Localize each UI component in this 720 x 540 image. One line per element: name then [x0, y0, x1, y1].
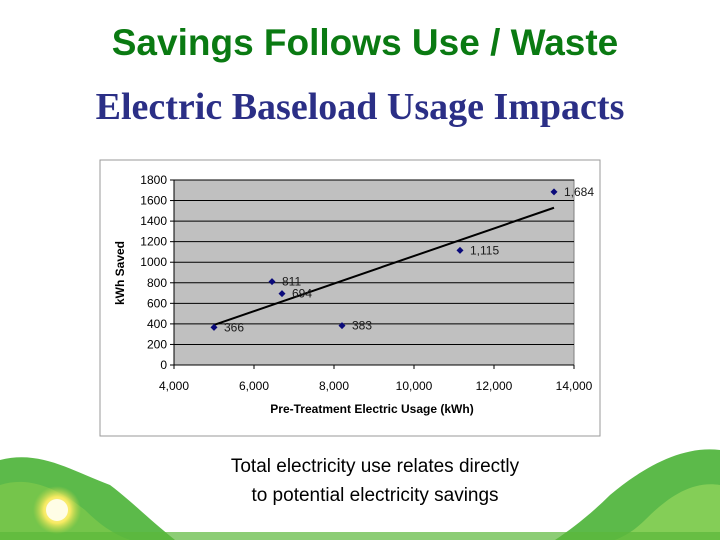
x-tick-label: 8,000 [319, 379, 349, 393]
x-tick-label: 14,000 [556, 379, 593, 393]
trendline [213, 206, 555, 326]
y-tick-label: 0 [160, 358, 167, 372]
y-tick-label: 600 [147, 296, 167, 310]
slide-subtitle: Electric Baseload Usage Impacts [95, 86, 625, 128]
data-point [550, 188, 558, 196]
data-point [268, 278, 276, 286]
plot-area [173, 179, 575, 366]
caption-line-2: to potential electricity savings [251, 485, 499, 506]
data-point [338, 322, 346, 330]
gridlines [174, 179, 574, 345]
x-tick-label: 4,000 [159, 379, 189, 393]
x-axis-ticks: 4,000 6,000 8,000 10,000 12,000 14,000 [159, 364, 593, 393]
data-point [456, 246, 464, 254]
caption-line-1: Total electricity use relates directly [230, 456, 520, 477]
y-axis-ticks: 0 200 400 600 800 1000 1200 1400 1600 1800 [140, 173, 175, 372]
sun-core [46, 499, 68, 521]
data-label: 366 [224, 320, 244, 334]
leaf-footer-decoration [0, 449, 720, 540]
y-axis-label: kWh Saved [113, 241, 127, 305]
y-tick-label: 1200 [140, 235, 167, 249]
data-label: 383 [352, 319, 372, 333]
y-tick-label: 1800 [140, 173, 167, 187]
data-label: 1,115 [470, 243, 499, 257]
leaf-shape [615, 484, 720, 540]
data-label: 694 [292, 287, 312, 301]
y-tick-label: 200 [147, 337, 167, 351]
y-tick-label: 1000 [140, 255, 167, 269]
x-tick-label: 10,000 [396, 379, 433, 393]
x-axis-label: Pre-Treatment Electric Usage (kWh) [270, 402, 473, 416]
leaf-shape [0, 532, 720, 540]
data-point [210, 323, 218, 331]
slide-title: Savings Follows Use / Waste [111, 22, 619, 63]
data-label: 1,684 [564, 185, 594, 199]
data-label: 811 [282, 275, 301, 289]
y-tick-label: 1400 [140, 214, 167, 228]
y-tick-label: 1600 [140, 194, 167, 208]
y-tick-label: 800 [147, 276, 167, 290]
caption: Total electricity use relates directly t… [140, 452, 610, 510]
x-tick-label: 6,000 [239, 379, 269, 393]
x-tick-label: 12,000 [476, 379, 513, 393]
data-point [278, 290, 286, 298]
y-tick-label: 400 [147, 317, 167, 331]
scatter-chart: 0 200 400 600 800 1000 1200 1400 1600 1800 4,000 6… [99, 159, 601, 437]
